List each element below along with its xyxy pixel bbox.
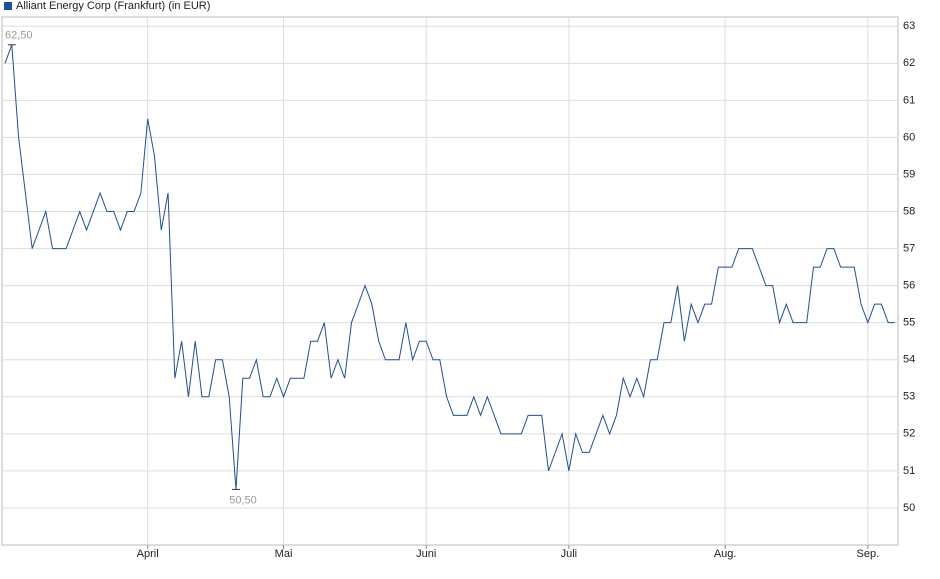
y-tick-label: 59 <box>903 168 915 180</box>
value-label: 50,50 <box>229 494 257 506</box>
y-tick-label: 55 <box>903 317 915 329</box>
price-line <box>4 44 895 490</box>
y-tick-label: 58 <box>903 205 915 217</box>
y-tick-label: 60 <box>903 131 915 143</box>
x-tick-label: Aug. <box>714 548 737 560</box>
x-tick-label: Mai <box>275 548 293 560</box>
y-tick-label: 56 <box>903 280 915 292</box>
y-tick-label: 57 <box>903 242 915 254</box>
y-tick-label: 63 <box>903 20 915 32</box>
y-tick-label: 54 <box>903 354 915 366</box>
value-label: 62,50 <box>5 30 33 42</box>
x-tick-label: April <box>137 548 159 560</box>
y-tick-label: 61 <box>903 94 915 106</box>
legend-swatch <box>4 2 12 10</box>
y-tick-label: 50 <box>903 502 915 514</box>
y-tick-label: 62 <box>903 57 915 69</box>
y-tick-label: 53 <box>903 391 915 403</box>
y-tick-label: 51 <box>903 465 915 477</box>
plot-frame <box>1 16 899 546</box>
x-tick-label: Sep. <box>857 548 880 560</box>
y-tick-label: 52 <box>903 428 915 440</box>
x-tick-label: Juli <box>561 548 578 560</box>
legend-label: Alliant Energy Corp (Frankfurt) (in EUR) <box>16 0 210 12</box>
x-tick-label: Juni <box>416 548 436 560</box>
